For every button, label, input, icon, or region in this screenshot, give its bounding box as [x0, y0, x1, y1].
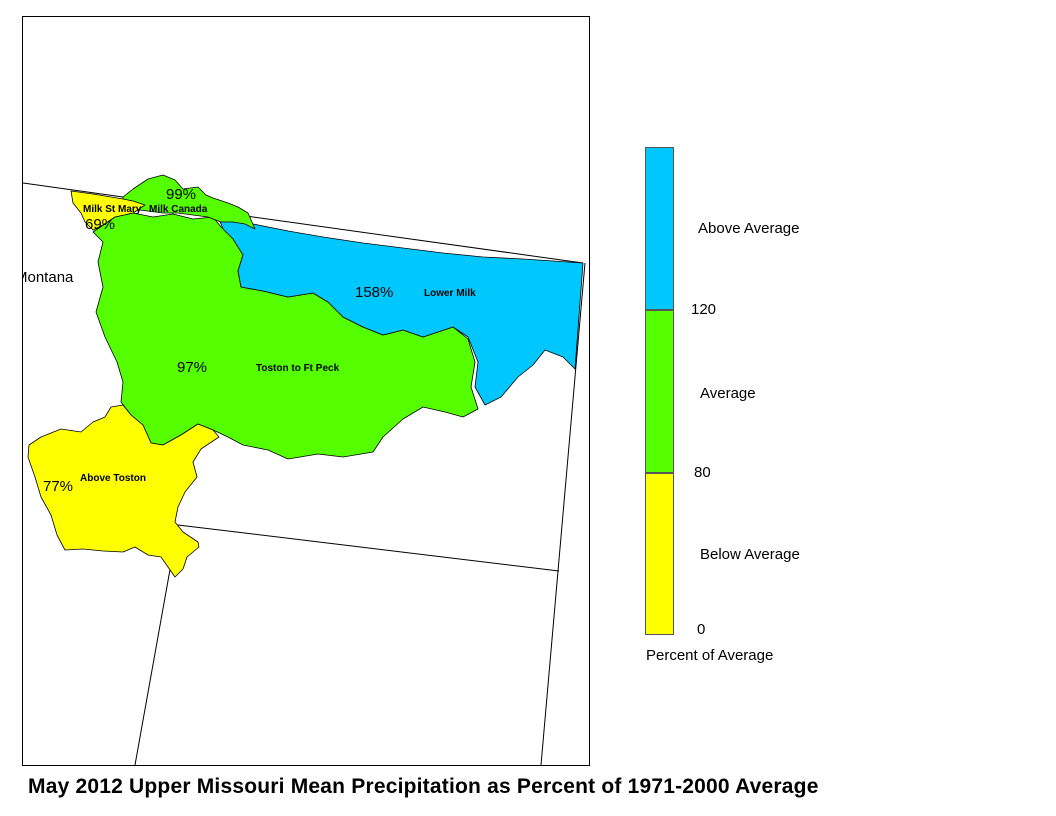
basin-label-lower-milk: Lower Milk	[424, 288, 476, 299]
basin-above-toston[interactable]	[27, 404, 220, 578]
legend-swatch-below-average	[645, 473, 674, 635]
map-title: May 2012 Upper Missouri Mean Precipitati…	[28, 775, 819, 798]
percent-label-above-toston: 77%	[43, 478, 73, 495]
legend-label-average: Average	[700, 385, 756, 402]
legend-label-above-average: Above Average	[698, 220, 800, 237]
percent-label-milk-st-mary: 69%	[85, 216, 115, 233]
legend-break-120: 120	[691, 301, 717, 318]
legend-label-below-average: Below Average	[700, 546, 800, 563]
state-label-montana: Montana	[23, 269, 74, 286]
percent-label-milk-canada: 99%	[166, 186, 196, 203]
basin-label-milk-st-mary: Milk St Mary	[83, 204, 142, 215]
east-boundary-line	[540, 262, 586, 765]
basin-label-above-toston: Above Toston	[80, 473, 146, 484]
legend-swatch-above-average	[645, 147, 674, 310]
legend-break-0: 0	[697, 621, 706, 638]
basin-lower-milk[interactable]	[218, 218, 584, 406]
basin-milk-canada[interactable]	[122, 174, 256, 230]
legend-swatch-average	[645, 310, 674, 473]
wyoming-border-line	[177, 524, 560, 572]
legend-caption: Percent of Average	[646, 647, 774, 664]
map-frame: Montana 99% Milk St Mary Milk Canada 69%…	[22, 16, 590, 766]
basin-milk-st-mary[interactable]	[70, 190, 146, 231]
legend-break-80: 80	[694, 464, 711, 481]
percent-label-lower-milk: 158%	[355, 284, 393, 301]
basin-label-toston-to-ft-peck: Toston to Ft Peck	[256, 363, 340, 374]
percent-label-toston-to-ft-peck: 97%	[177, 359, 207, 376]
basin-label-milk-canada: Milk Canada	[149, 204, 208, 215]
map-canvas: Montana 99% Milk St Mary Milk Canada 69%…	[23, 174, 586, 765]
